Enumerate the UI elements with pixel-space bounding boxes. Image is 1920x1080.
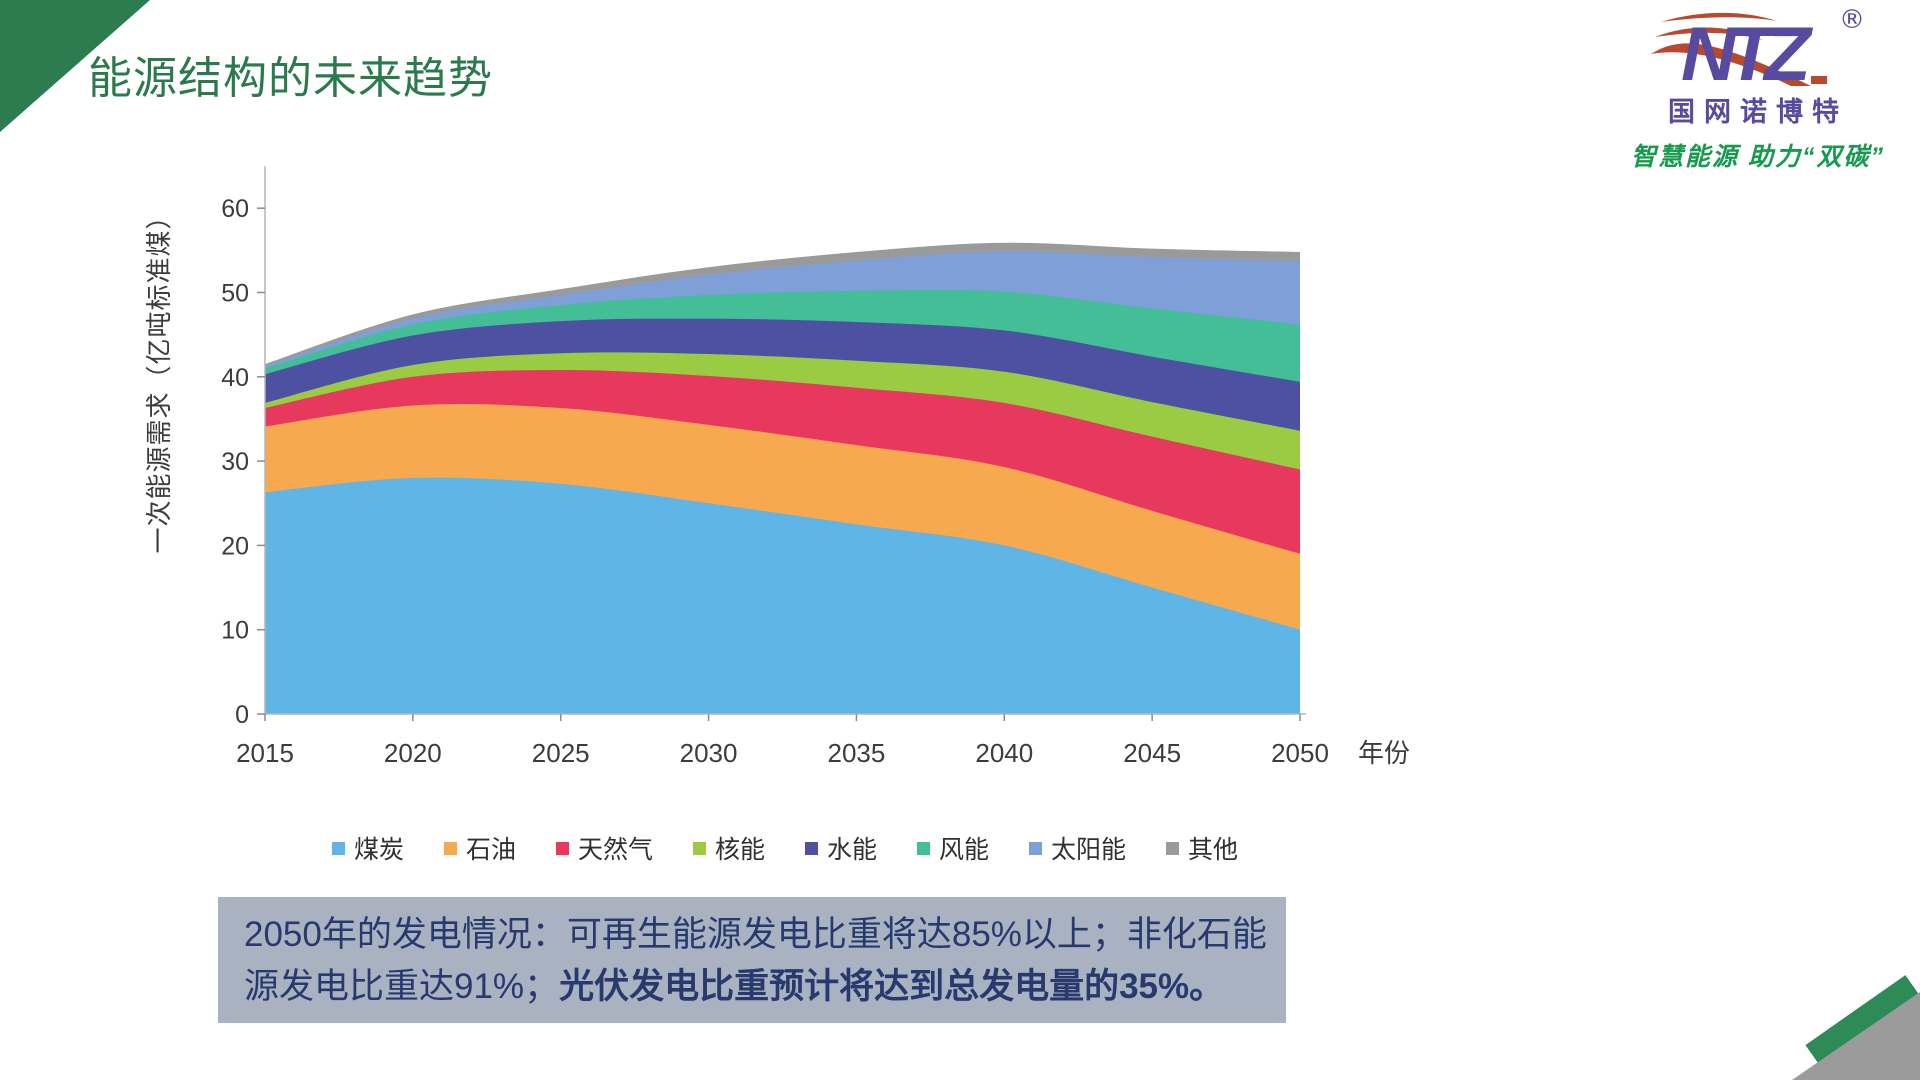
legend-item-水能: 水能 [805,830,877,866]
legend-item-其他: 其他 [1166,830,1238,866]
legend-swatch-icon [443,841,457,855]
x-tick-label: 2025 [532,738,590,768]
footer-line-2: 源发电比重达91%；光伏发电比重预计将达到总发电量的35%。 [244,961,1260,1013]
y-tick-label: 60 [221,195,249,223]
x-axis-title: 年份 [1358,738,1410,768]
legend-label: 太阳能 [1051,836,1127,864]
legend-swatch-icon [692,841,706,855]
footer-note-box: 2050年的发电情况：可再生能源发电比重将达85%以上；非化石能 源发电比重达9… [218,897,1286,1023]
x-tick-label: 2040 [975,738,1033,768]
x-tick-label: 2015 [236,738,294,768]
legend-swatch-icon [555,841,569,855]
legend-label: 风能 [939,836,990,864]
y-tick-label: 10 [221,617,249,645]
x-tick-label: 2035 [828,738,886,768]
legend-swatch-icon [331,841,345,855]
legend-item-石油: 石油 [443,830,516,866]
x-tick-label: 2045 [1123,738,1181,768]
x-tick-label: 2030 [680,738,738,768]
footer-line-1: 2050年的发电情况：可再生能源发电比重将达85%以上；非化石能 [244,915,1267,954]
legend-label: 其他 [1188,836,1239,864]
y-tick-label: 30 [221,448,249,476]
legend-item-天然气: 天然气 [555,830,653,866]
legend-label: 石油 [465,836,516,864]
bottom-right-gray-triangle [1792,992,1920,1080]
legend-label: 天然气 [577,836,653,864]
y-axis-title: 一次能源需求（亿吨标准煤） [144,202,174,554]
legend-swatch-icon [917,841,931,855]
legend-swatch-icon [805,841,818,855]
chart-legend: 煤炭 石油 天然气 核能 水能 风能 太阳能 其他 [265,830,1305,866]
legend-swatch-icon [1029,841,1043,855]
footer-line-2-normal: 源发电比重达91%； [244,967,560,1006]
svg-text:®: ® [1839,6,1865,35]
legend-item-风能: 风能 [917,830,989,866]
y-tick-label: 20 [221,532,249,560]
y-tick-label: 50 [221,280,249,308]
page-title: 能源结构的未来趋势 [88,54,493,103]
area-band-煤炭 [265,477,1300,714]
footer-line-2-bold: 光伏发电比重预计将达到总发电量的35%。 [559,967,1225,1006]
legend-label: 水能 [827,836,878,864]
legend-label: 核能 [714,836,765,864]
legend-item-太阳能: 太阳能 [1029,830,1126,866]
brand-logo: NTZ ® 国网诺博特 智慧能源 助力“双碳” [1598,6,1918,173]
svg-text:NTZ: NTZ [1681,12,1813,92]
x-tick-label: 2050 [1271,738,1329,768]
y-tick-label: 0 [235,701,249,729]
legend-label: 煤炭 [353,836,404,864]
ntz-logo-icon: NTZ ® [1651,6,1865,92]
x-tick-label: 2020 [384,738,442,768]
y-tick-label: 40 [221,364,249,392]
legend-swatch-icon [1166,841,1180,855]
logo-slogan: 智慧能源 助力“双碳” [1631,143,1885,171]
legend-item-核能: 核能 [692,830,765,866]
logo-company-name: 国网诺博特 [1668,97,1848,127]
legend-item-煤炭: 煤炭 [331,830,404,866]
